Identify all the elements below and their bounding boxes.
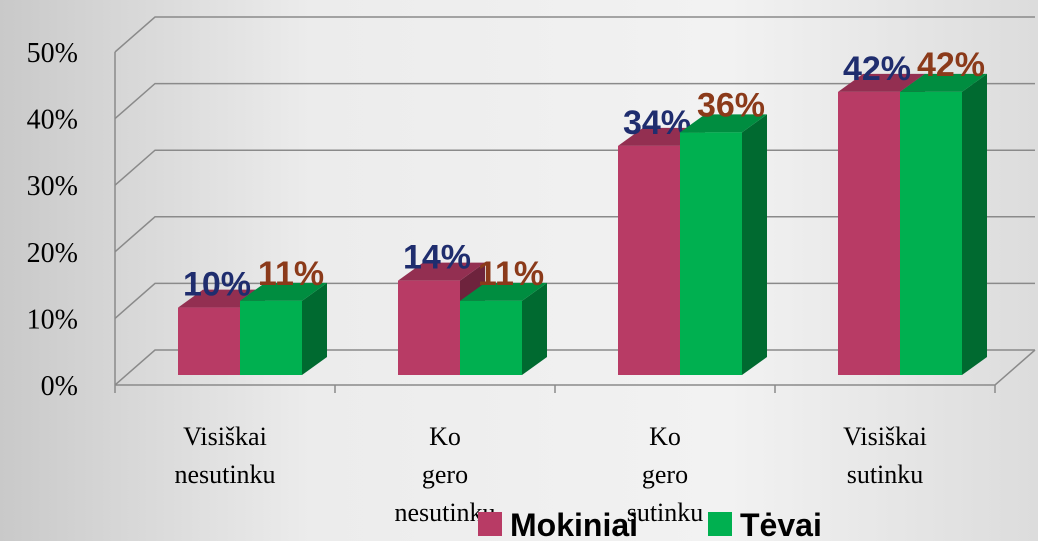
y-tick-label: 0% [41,371,78,402]
y-tick-label: 10% [27,304,78,335]
bar-front [460,300,522,375]
bar-top [838,73,925,92]
value-label: 10% [183,266,251,304]
bar-front [240,300,302,375]
x-tick-label: Visiškai sutinku [843,422,927,489]
bar-front [178,307,240,375]
legend-label: Tėvai [740,507,822,541]
y-tick-label: 50% [27,38,78,69]
bar-front [398,280,460,375]
x-tick-label: Ko gero sutinku [627,422,704,527]
bar [460,282,547,375]
bar-top [240,282,327,301]
value-label: 42% [843,50,911,88]
value-label: 14% [403,239,471,277]
bar-top [398,262,485,281]
bar-side [742,114,767,376]
y-tick-label: 20% [27,238,78,269]
bar-top [900,73,987,92]
value-label: 11% [478,255,544,293]
value-label: 42% [917,46,985,84]
bar-front [618,145,680,375]
value-label: 11% [258,255,324,293]
bar-side [522,282,547,375]
bar-front [900,91,962,376]
y-tick-label: 40% [27,105,78,136]
grid-line [114,82,1035,120]
bar [240,282,327,375]
bar [900,73,987,376]
bar-side [302,282,327,375]
bar-top [680,114,767,133]
bar-front [838,91,900,376]
y-tick-label: 30% [27,171,78,202]
bar-side [962,73,987,376]
bar [680,114,767,376]
bar-top [460,282,547,301]
legend-swatch [478,512,502,536]
bar-front [680,132,742,375]
grid-line [114,16,1035,53]
value-label: 34% [623,104,691,142]
value-label: 36% [697,86,765,124]
legend-label: Mokiniai [510,507,638,541]
legend-swatch [708,512,732,536]
x-tick-label: Visiškai nesutinku [174,422,275,489]
